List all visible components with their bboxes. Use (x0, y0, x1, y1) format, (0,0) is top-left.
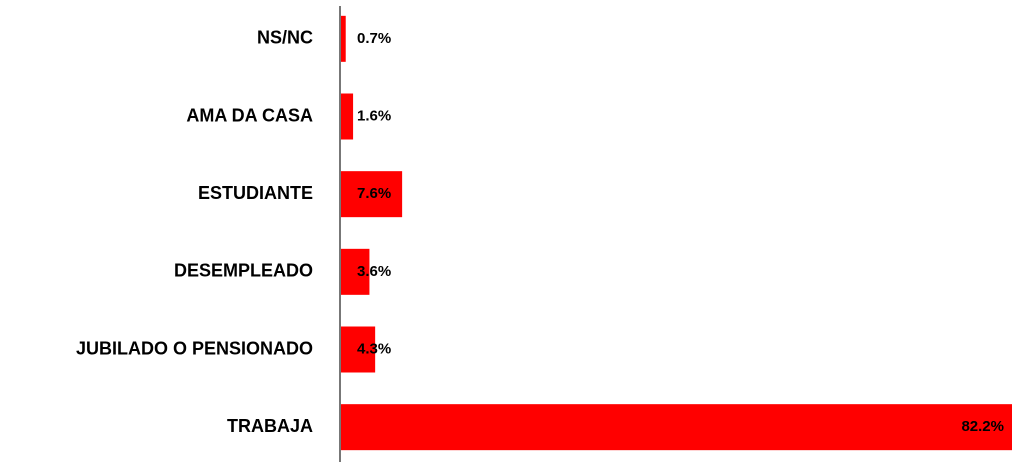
category-label: ESTUDIANTE (198, 183, 313, 203)
value-label: 7.6% (357, 185, 391, 202)
bar (340, 171, 403, 218)
bar (340, 93, 354, 140)
bar (340, 404, 1012, 451)
bar (340, 248, 370, 295)
value-label: 4.3% (357, 340, 391, 357)
bar (340, 15, 346, 62)
category-label: DESEMPLEADO (174, 261, 313, 281)
value-label: 3.6% (357, 263, 391, 280)
category-label: NS/NC (257, 28, 313, 48)
category-label: TRABAJA (227, 416, 313, 436)
bar (340, 326, 376, 373)
value-label: 82.2% (961, 418, 1004, 435)
value-label: 1.6% (357, 107, 391, 124)
category-label: AMA DA CASA (186, 105, 313, 125)
value-label: 0.7% (357, 30, 391, 47)
category-label: JUBILADO O PENSIONADO (76, 338, 313, 358)
